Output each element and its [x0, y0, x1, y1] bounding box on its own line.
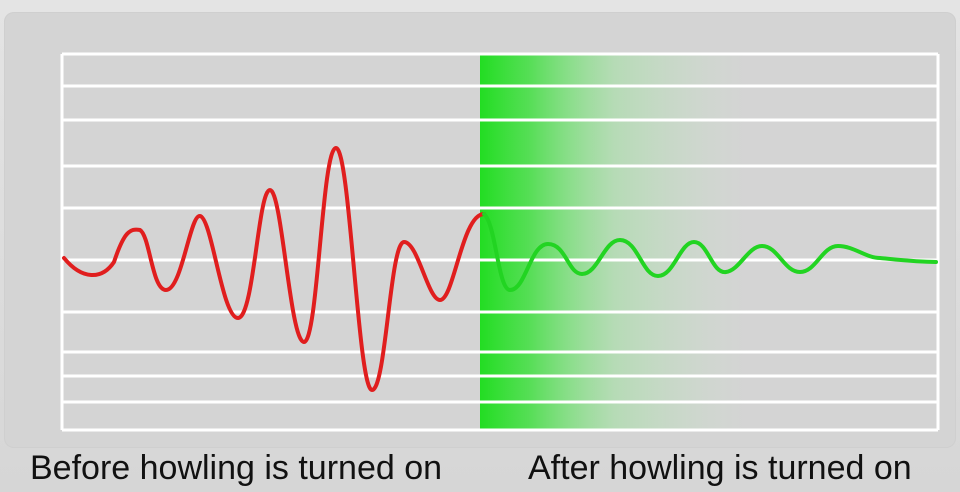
after-caption: After howling is turned on: [528, 449, 912, 487]
before-caption: Before howling is turned on: [30, 449, 443, 487]
before-waveform: [62, 146, 486, 392]
after-waveform: [482, 212, 938, 292]
grid-lines: [60, 52, 940, 432]
